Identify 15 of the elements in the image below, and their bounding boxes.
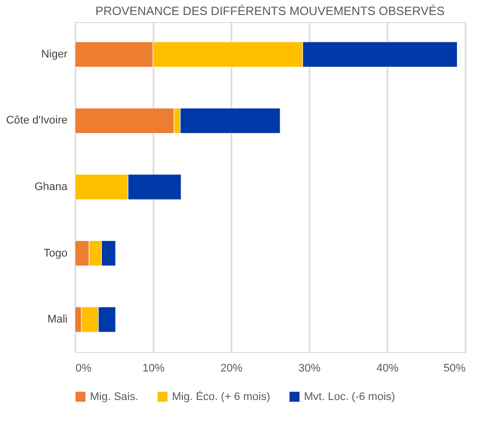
x-tick-label: 40% — [376, 362, 399, 374]
y-tick-label: Ghana — [34, 181, 68, 193]
x-tick-label: 20% — [220, 362, 243, 374]
y-tick-label: Togo — [44, 247, 68, 260]
x-tick-label: 50% — [443, 362, 466, 374]
legend-label: Mig. Sais. — [90, 390, 138, 403]
x-tick-label: 10% — [142, 362, 165, 374]
y-tick-label: Mali — [47, 314, 68, 326]
legend-label: Mvt. Loc. (-6 mois) — [304, 390, 396, 403]
chart-title: PROVENANCE DES DIFFÉRENTS MOUVEMENTS OBSERVÉS — [95, 4, 445, 18]
y-tick-label: Côte d'Ivoire — [6, 114, 68, 127]
legend-label: Mig. Éco. (+ 6 mois) — [172, 390, 270, 403]
x-tick-label: 0% — [76, 362, 92, 374]
y-tick-label: Niger — [41, 48, 68, 60]
x-tick-label: 30% — [298, 362, 321, 374]
